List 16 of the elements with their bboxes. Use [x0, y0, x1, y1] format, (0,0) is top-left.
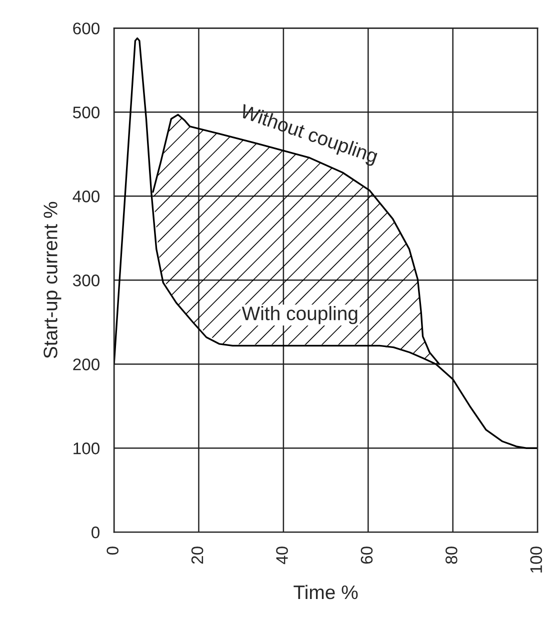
y-tick-label: 100: [74, 442, 100, 454]
x-tick-label: 0: [106, 546, 119, 555]
y-tick-label: 600: [73, 22, 100, 34]
x-tick-label: 60: [360, 546, 373, 564]
x-tick-label: 40: [276, 546, 288, 564]
series-label: With coupling: [242, 306, 358, 324]
y-tick-label: 300: [72, 274, 100, 286]
y-tick-label: 200: [73, 358, 100, 370]
y-tick-label: 500: [73, 106, 100, 118]
y-tick-label: 400: [72, 190, 100, 202]
x-tick-label: 100: [530, 546, 542, 573]
x-tick-label: 80: [446, 546, 458, 564]
y-tick-label: 0: [92, 526, 100, 538]
y-axis-title: Start-up current %: [44, 202, 62, 358]
x-tick-label: 20: [191, 546, 204, 564]
x-axis-title: Time %: [294, 584, 358, 600]
